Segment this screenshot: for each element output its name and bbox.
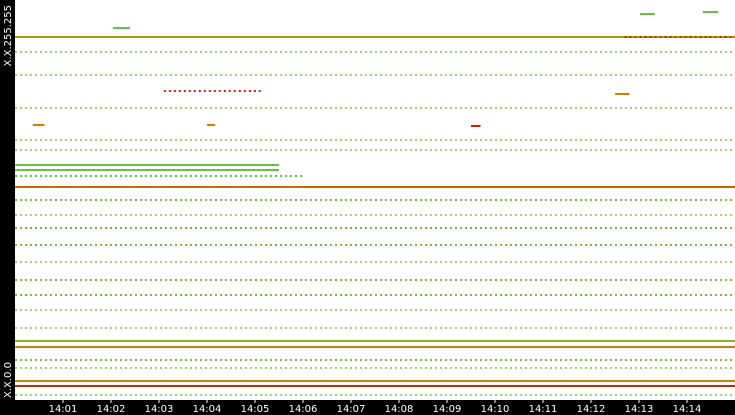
x-tick-label: 14:05 [241, 404, 270, 415]
x-tick-label: 14:06 [289, 404, 318, 415]
x-tick-label: 14:01 [49, 404, 78, 415]
x-tick-label: 14:09 [433, 404, 462, 415]
x-tick-label: 14:13 [625, 404, 654, 415]
x-tick-label: 14:14 [673, 404, 702, 415]
x-tick-label: 14:03 [145, 404, 174, 415]
y-axis-bar [0, 0, 15, 415]
x-tick-label: 14:07 [337, 404, 366, 415]
y-tick-label: X.X.255.255 [3, 5, 14, 66]
y-tick-label: X.X.0.0 [3, 362, 14, 398]
x-tick-label: 14:08 [385, 404, 414, 415]
x-tick-label: 14:10 [481, 404, 510, 415]
x-tick-label: 14:02 [97, 404, 126, 415]
x-tick-label: 14:04 [193, 404, 222, 415]
x-tick-label: 14:11 [529, 404, 558, 415]
x-tick-label: 14:12 [577, 404, 606, 415]
x-axis-bar [0, 400, 735, 415]
